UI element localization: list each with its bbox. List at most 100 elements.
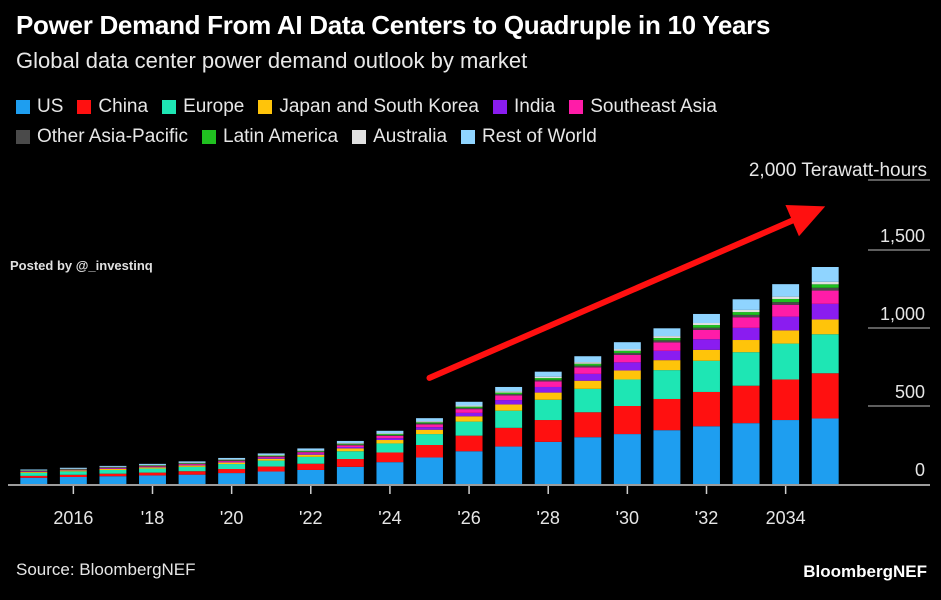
trend-arrow-shaft: [426, 217, 796, 381]
bar-segment: [732, 309, 760, 313]
bar-segment: [495, 392, 523, 394]
bar-segment: [693, 426, 720, 484]
bar-segment: [455, 416, 483, 422]
legend-swatch: [77, 100, 92, 114]
bar-segment: [376, 443, 404, 453]
bar-segment: [99, 468, 127, 470]
bar-segment: [218, 469, 246, 474]
bar-segment: [297, 451, 325, 453]
legend-item: Japan and South Korea: [258, 96, 479, 118]
bar-segment: [693, 349, 720, 361]
bar-segment: [732, 299, 760, 310]
legend-item: Australia: [352, 126, 447, 148]
bar-segment: [455, 435, 483, 452]
bar-segment: [416, 445, 443, 458]
bar-segment: [336, 459, 364, 467]
bar-segment: [455, 406, 483, 408]
bar-segment: [218, 461, 246, 463]
legend-swatch: [461, 130, 476, 144]
bar-segment: [59, 471, 87, 475]
bar-segment: [574, 365, 602, 368]
legend-swatch: [202, 130, 216, 144]
bar-segment: [534, 378, 562, 380]
legend-label: Australia: [373, 126, 448, 147]
bar-segment: [455, 412, 483, 417]
legend-swatch: [16, 130, 30, 144]
bar-segment: [693, 391, 720, 427]
bar-segment: [20, 477, 48, 484]
bar-segment: [495, 404, 523, 411]
bar-segment: [99, 476, 127, 484]
bar-segment: [613, 362, 641, 371]
bar-segment: [811, 418, 839, 484]
bar-segment: [257, 471, 285, 484]
legend-swatch: [162, 100, 177, 114]
bar-segment: [455, 405, 483, 407]
bar-segment: [416, 429, 443, 435]
bar-segment: [693, 313, 720, 324]
bar-segment: [732, 317, 760, 328]
legend-swatch: [352, 130, 367, 144]
bar-segment: [732, 314, 760, 318]
bar-segment: [653, 350, 681, 361]
bar-segment: [297, 448, 325, 451]
bar-segment: [257, 456, 285, 457]
legend-label: Europe: [183, 96, 245, 117]
bar-segment: [693, 325, 720, 328]
bar-segment: [218, 460, 246, 462]
bar-segment: [732, 327, 760, 341]
legend-swatch: [16, 100, 30, 114]
x-tick-label: '28: [536, 508, 559, 528]
bar-segment: [574, 388, 602, 413]
bar-segment: [416, 422, 443, 424]
bar-segment: [376, 440, 404, 444]
x-tick-label: '18: [141, 508, 164, 528]
bar-segment: [613, 379, 641, 406]
source-note: Source: BloombergNEF: [16, 560, 196, 579]
bar-segment: [297, 453, 325, 455]
legend-item: China: [77, 96, 148, 118]
bar-segment: [534, 399, 562, 421]
bar-segment: [772, 284, 800, 297]
bar-segment: [495, 410, 523, 428]
legend-row: Other Asia-Pacific Latin America Australia…: [16, 122, 916, 152]
bar-segment: [20, 472, 48, 476]
bar-segment: [99, 469, 127, 474]
bar-segment: [653, 328, 681, 337]
bar-segment: [732, 385, 760, 424]
legend-label: Other Asia-Pacific: [37, 126, 188, 147]
bar-segment: [495, 446, 523, 484]
bar-segment: [416, 427, 443, 430]
bar-segment: [139, 472, 166, 476]
bar-segment: [693, 339, 720, 350]
bar-segment: [257, 455, 285, 457]
bar-segment: [772, 420, 800, 484]
bar-segment: [732, 340, 760, 353]
bar-segment: [495, 386, 523, 392]
bar-segment: [653, 398, 681, 431]
bar-segment: [178, 474, 206, 484]
bar-segment: [772, 379, 800, 421]
legend-item: India: [493, 96, 555, 118]
bar-segment: [732, 423, 760, 484]
bar-segment: [376, 435, 404, 436]
bar-segment: [416, 424, 443, 428]
bar-segment: [139, 467, 166, 469]
legend-label: Japan and South Korea: [279, 96, 480, 117]
legend-swatch: [258, 100, 273, 114]
bar-segment: [693, 323, 720, 326]
bar-segment: [811, 267, 839, 282]
legend-label: China: [98, 96, 149, 117]
bar-segment: [613, 406, 641, 435]
bar-segment: [139, 466, 166, 467]
bar-segment: [495, 427, 523, 447]
bar-segment: [693, 329, 720, 340]
bar-segment: [416, 457, 443, 484]
bar-segment: [495, 393, 523, 396]
bar-segment: [653, 336, 681, 338]
bar-segment: [257, 453, 285, 455]
bar-segment: [297, 454, 325, 457]
bar-segment: [653, 430, 681, 484]
bar-segment: [297, 463, 325, 470]
bar-segment: [772, 296, 800, 299]
